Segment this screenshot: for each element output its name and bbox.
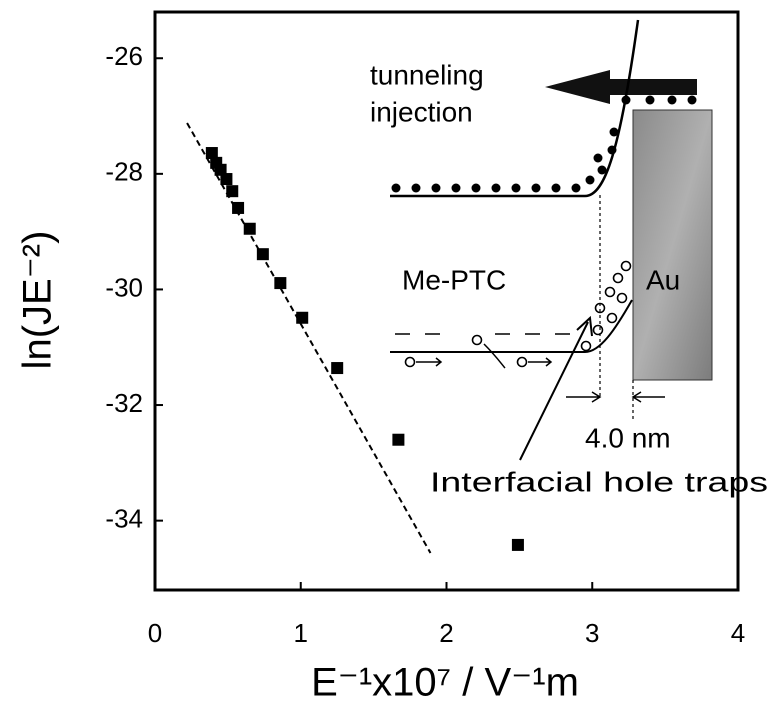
annotation: tunneling xyxy=(370,59,484,90)
data-point xyxy=(274,277,287,290)
y-tick-label: -30 xyxy=(105,272,143,302)
y-axis-title: ln(JE⁻²) xyxy=(16,231,60,370)
au-electrode xyxy=(632,109,713,381)
data-point xyxy=(331,362,344,375)
hopping-arrows xyxy=(416,343,553,369)
x-tick-label: 0 xyxy=(148,618,162,648)
data-point xyxy=(226,185,239,198)
y-tick-label: -34 xyxy=(105,504,143,534)
data-point xyxy=(243,222,256,235)
annotation: Au xyxy=(646,264,680,295)
data-point xyxy=(220,173,233,186)
data-point xyxy=(232,201,245,214)
data-point xyxy=(205,147,218,160)
annotation: injection xyxy=(370,96,473,127)
inset: tunneling injection Me-PTC Au 4.0 nm Int… xyxy=(370,19,768,497)
energy-curve xyxy=(390,299,633,353)
guide-line xyxy=(599,195,634,420)
y-tick-label: -32 xyxy=(105,388,143,418)
distance-arrows xyxy=(566,391,665,403)
x-tick-label: 3 xyxy=(585,618,599,648)
filled-dots xyxy=(391,95,697,193)
injection-arrow xyxy=(545,70,697,104)
y-tick-label: -28 xyxy=(105,157,143,187)
data-point xyxy=(256,248,269,261)
energy-curve xyxy=(390,19,640,198)
y-tick-label: -26 xyxy=(105,41,143,71)
data-point xyxy=(296,311,309,324)
x-tick-label: 1 xyxy=(294,618,308,648)
open-circles xyxy=(404,260,632,368)
annotation: 4.0 nm xyxy=(585,422,671,453)
data-point xyxy=(511,538,524,551)
x-axis-title: E⁻¹x10⁷ / V⁻¹m xyxy=(311,661,579,705)
trap-pointer xyxy=(519,315,593,461)
x-tick-label: 4 xyxy=(731,618,745,648)
annotation: Me-PTC xyxy=(402,264,506,295)
annotation: Interfacial hole traps xyxy=(430,466,768,497)
data-point xyxy=(392,433,405,446)
data-point xyxy=(214,163,227,176)
x-tick-label: 2 xyxy=(439,618,453,648)
